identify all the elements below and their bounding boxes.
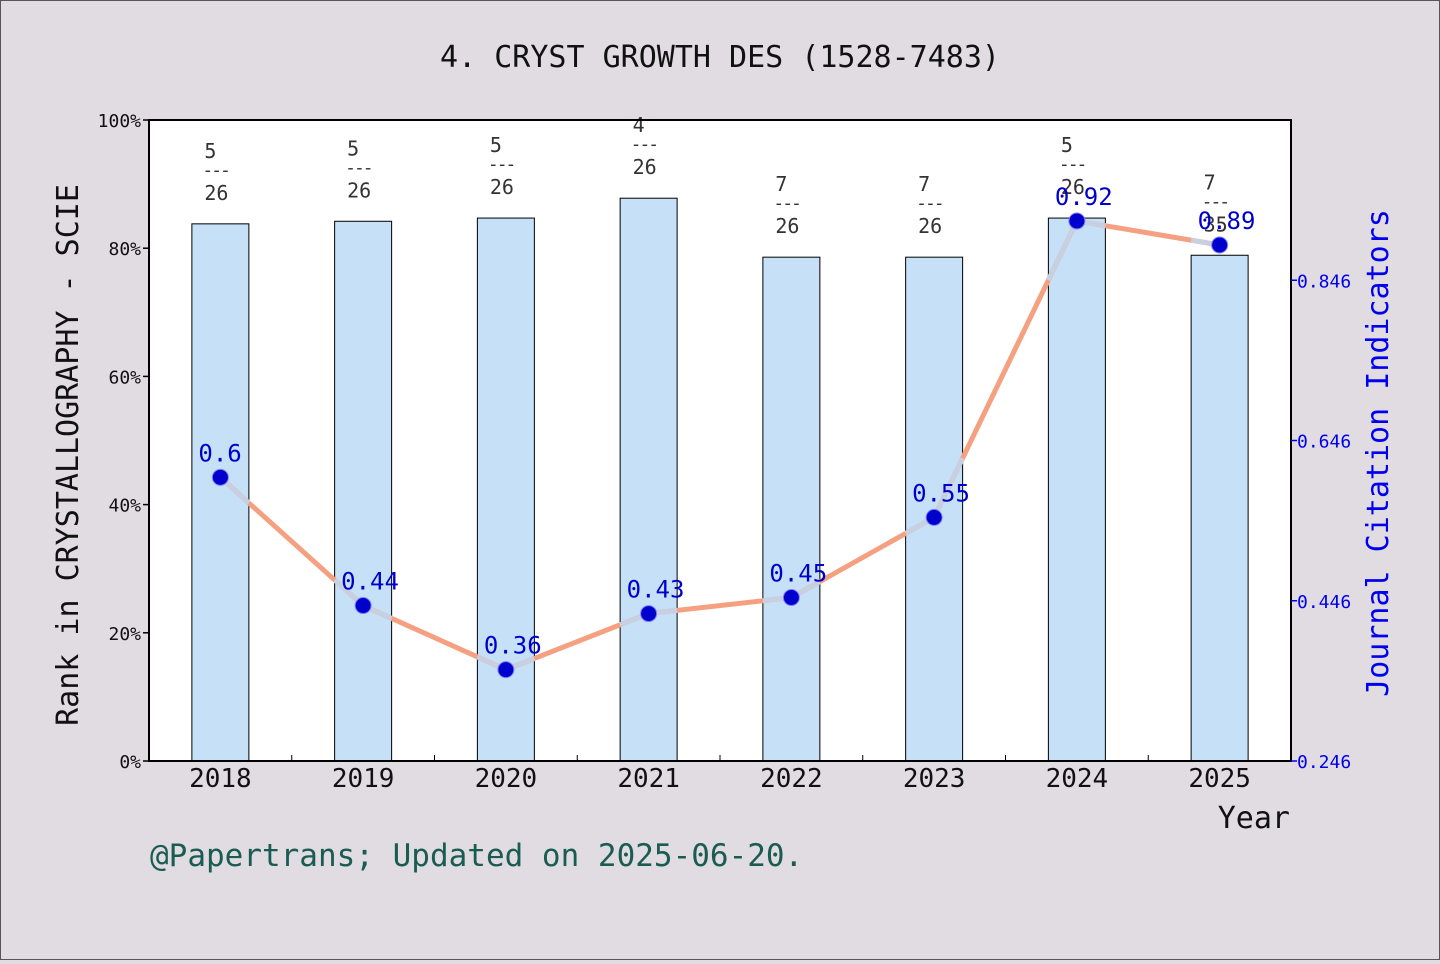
footer-credit: @Papertrans; Updated on 2025-06-20. xyxy=(150,838,803,874)
jci-point-2023 xyxy=(925,508,943,526)
jci-point-2021 xyxy=(640,605,658,623)
left-tick-label-80: 80% xyxy=(108,239,141,260)
right-tick-label-0.446: 0.446 xyxy=(1297,592,1351,613)
rank-separator-2023: --- xyxy=(916,193,943,214)
jci-value-label-2023: 0.55 xyxy=(912,479,970,507)
rank-denominator-2025: 35 xyxy=(1204,212,1228,236)
jci-point-2018 xyxy=(211,468,229,486)
jci-value-label-2019: 0.44 xyxy=(341,568,399,596)
rank-separator-2025: --- xyxy=(1202,191,1229,212)
jci-line-layer: 0.6 0.44 0.36 0.43 0.45 0.55 0.92 0.89 xyxy=(198,183,1256,679)
rank-separator-2019: --- xyxy=(345,157,372,178)
x-tick-label-2021: 2021 xyxy=(617,764,680,794)
x-tick-label-2023: 2023 xyxy=(903,764,966,794)
rank-numerator-2020: 5 xyxy=(490,133,502,157)
rank-separator-2022: --- xyxy=(773,193,800,214)
jci-value-label-2024: 0.92 xyxy=(1055,183,1113,211)
rank-denominator-2020: 26 xyxy=(490,175,514,199)
left-axis: 0% 20% 40% 60% 80% 100% xyxy=(98,111,149,773)
bar-2020 xyxy=(476,217,535,762)
left-tick-label-0: 0% xyxy=(119,752,141,773)
left-axis-title: Rank in CRYSTALLOGRAPHY - SCIE xyxy=(51,184,86,726)
rank-numerator-2025: 7 xyxy=(1204,170,1216,194)
right-axis-title: Journal Citation Indicators xyxy=(1361,209,1396,697)
rank-numerator-2024: 5 xyxy=(1061,133,1073,157)
chart-title: 4. CRYST GROWTH DES (1528-7483) xyxy=(440,40,1000,75)
rank-separator-2018: --- xyxy=(202,160,229,181)
bar-2022 xyxy=(762,256,821,762)
x-axis-title: Year xyxy=(1218,801,1290,836)
rank-numerator-2018: 5 xyxy=(204,139,216,163)
jci-point-2025 xyxy=(1211,236,1229,254)
left-tick-label-100: 100% xyxy=(98,111,142,132)
x-tick-label-2025: 2025 xyxy=(1188,764,1251,794)
rank-denominator-2022: 26 xyxy=(775,214,799,238)
rank-separator-2020: --- xyxy=(488,154,515,175)
right-axis: 0.246 0.446 0.646 0.846 xyxy=(1291,271,1351,773)
rank-numerator-2019: 5 xyxy=(347,136,359,160)
plot-area xyxy=(149,120,1291,761)
x-axis: 2018 2019 2020 2021 2022 2023 2024 2025 xyxy=(148,755,1292,794)
rank-numerator-2023: 7 xyxy=(918,172,930,196)
bar-2021 xyxy=(619,197,678,762)
right-tick-label-0.646: 0.646 xyxy=(1297,432,1351,453)
left-tick-label-20: 20% xyxy=(108,624,141,645)
rank-separator-2024: --- xyxy=(1059,154,1086,175)
bars-layer xyxy=(191,197,1249,762)
rank-denominator-2023: 26 xyxy=(918,214,942,238)
jci-point-2020 xyxy=(497,661,515,679)
rank-labels-layer: 5---265---265---264---267---267---265---… xyxy=(202,113,1230,238)
jci-value-label-2021: 0.43 xyxy=(627,576,685,604)
jci-value-label-2020: 0.36 xyxy=(484,632,542,660)
jci-line-overlay-2024 xyxy=(1046,219,1080,282)
rank-denominator-2018: 26 xyxy=(204,181,228,205)
rank-numerator-2022: 7 xyxy=(775,172,787,196)
jci-point-2024 xyxy=(1068,212,1086,230)
jci-value-label-2022: 0.45 xyxy=(769,560,827,588)
rank-denominator-2024: 26 xyxy=(1061,175,1085,199)
x-tick-label-2020: 2020 xyxy=(475,764,538,794)
x-tick-label-2022: 2022 xyxy=(760,764,823,794)
left-tick-label-60: 60% xyxy=(108,367,141,388)
bar-2025 xyxy=(1190,254,1249,762)
x-tick-label-2019: 2019 xyxy=(332,764,395,794)
jci-value-label-2025: 0.89 xyxy=(1198,207,1256,235)
jci-value-label-2018: 0.6 xyxy=(198,439,241,467)
bar-2024 xyxy=(1047,217,1106,762)
bar-2019 xyxy=(334,220,393,762)
x-tick-label-2024: 2024 xyxy=(1046,764,1109,794)
right-tick-label-0.846: 0.846 xyxy=(1297,271,1351,292)
jci-point-2022 xyxy=(782,589,800,607)
left-tick-label-40: 40% xyxy=(108,496,141,517)
right-tick-label-0.246: 0.246 xyxy=(1297,752,1351,773)
rank-separator-2021: --- xyxy=(631,134,658,155)
rank-denominator-2019: 26 xyxy=(347,178,371,202)
jci-line-overlay-2023 xyxy=(931,457,965,519)
jci-point-2019 xyxy=(354,597,372,615)
x-tick-label-2018: 2018 xyxy=(189,764,252,794)
rank-denominator-2021: 26 xyxy=(633,155,657,179)
